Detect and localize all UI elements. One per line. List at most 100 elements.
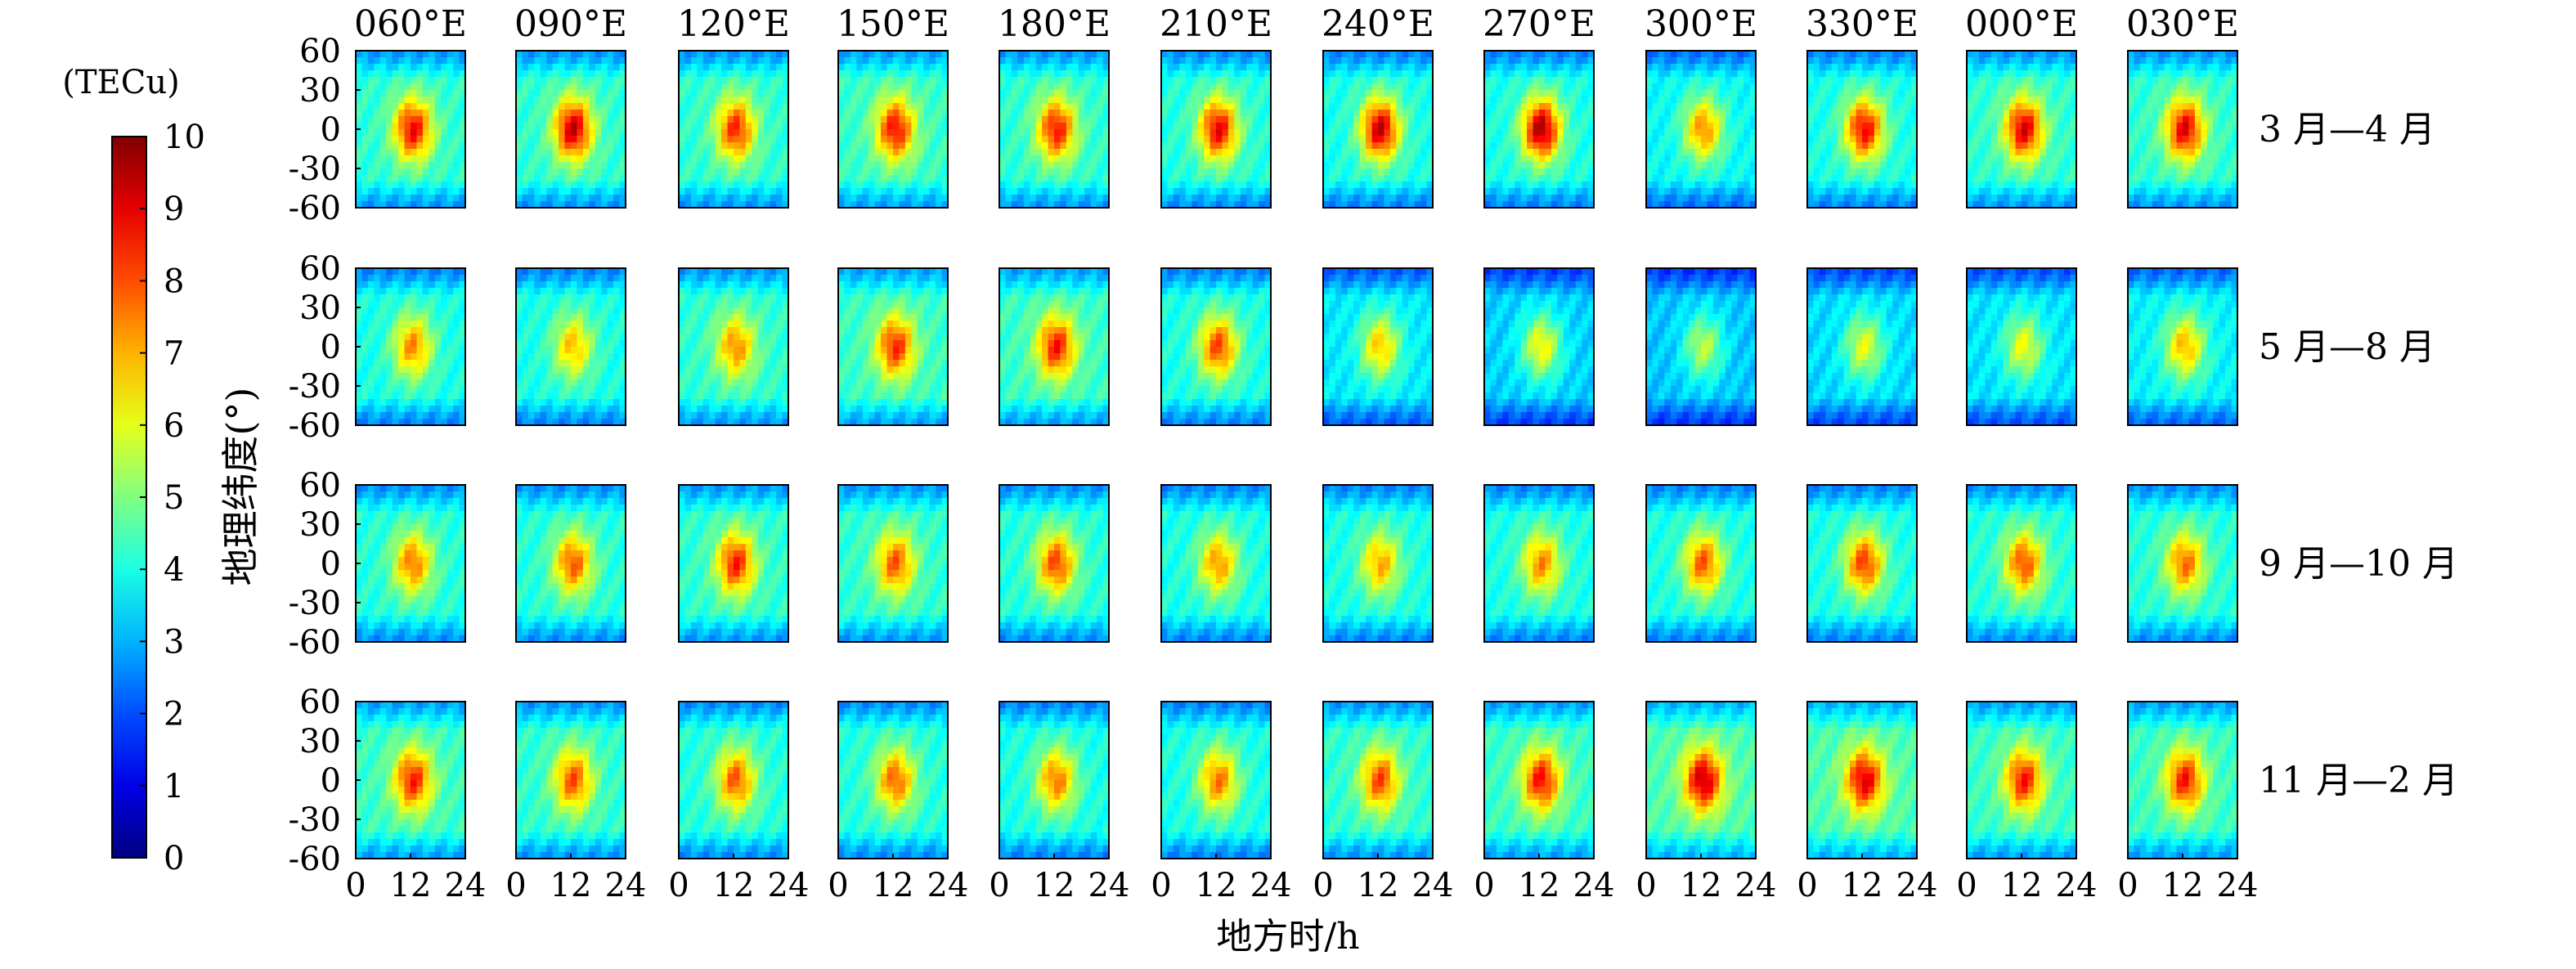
heatmap-cell: [1972, 77, 1980, 84]
heatmap-cell: [2134, 103, 2141, 110]
heatmap-cell: [619, 175, 626, 182]
heatmap-cell: [1997, 136, 2004, 143]
heatmap-cell: [941, 182, 949, 189]
heatmap-cell: [589, 136, 596, 143]
heatmap-cell: [1209, 175, 1217, 182]
heatmap-cell: [1670, 168, 1677, 176]
heatmap-cell: [899, 182, 906, 189]
heatmap-cell: [2152, 51, 2159, 58]
heatmap-cell: [838, 77, 846, 84]
heatmap-cell: [386, 136, 393, 143]
heatmap-cell: [601, 123, 608, 130]
heatmap-cell: [552, 136, 559, 143]
heatmap-cell: [856, 83, 864, 91]
heatmap-cell: [1515, 129, 1522, 137]
heatmap-cell: [1527, 195, 1534, 202]
heatmap-cell: [1725, 182, 1732, 189]
heatmap-cell: [2231, 64, 2238, 71]
heatmap-cell: [1496, 201, 1503, 209]
heatmap-panel: [837, 50, 949, 209]
heatmap-cell: [679, 110, 686, 117]
heatmap-cell: [1378, 155, 1385, 163]
heatmap-cell: [1508, 110, 1515, 117]
heatmap-cell: [1078, 64, 1085, 71]
heatmap-cell: [739, 70, 747, 78]
heatmap-cell: [1078, 116, 1085, 123]
heatmap-cell: [577, 64, 584, 71]
heatmap-cell: [1831, 195, 1838, 202]
heatmap-cell: [2003, 136, 2010, 143]
heatmap-cell: [1234, 96, 1241, 104]
heatmap-cell: [1838, 123, 1845, 130]
heatmap-cell: [1048, 83, 1055, 91]
heatmap-cell: [589, 51, 596, 58]
heatmap-cell: [1222, 201, 1229, 209]
heatmap-cell: [764, 51, 771, 58]
heatmap-cell: [1813, 70, 1820, 78]
heatmap-cell: [1192, 201, 1199, 209]
heatmap-cell: [764, 116, 771, 123]
heatmap-cell: [601, 142, 608, 150]
heatmap-cell: [516, 77, 523, 84]
heatmap-cell: [1384, 103, 1391, 110]
heatmap-cell: [721, 136, 729, 143]
heatmap-cell: [2052, 188, 2059, 195]
heatmap-cell: [1054, 129, 1061, 137]
heatmap-cell: [1030, 77, 1037, 84]
heatmap-cell: [1246, 96, 1254, 104]
heatmap-cell: [770, 110, 777, 117]
heatmap-cell: [1378, 162, 1385, 169]
heatmap-cell: [1850, 142, 1857, 150]
heatmap-cell: [1557, 129, 1564, 137]
heatmap-cell: [1246, 136, 1254, 143]
heatmap-cell: [607, 201, 614, 209]
heatmap-cell: [1850, 110, 1857, 117]
heatmap-cell: [1259, 57, 1266, 65]
heatmap-cell: [1496, 83, 1503, 91]
heatmap-cell: [1712, 129, 1720, 137]
heatmap-cell: [1563, 64, 1570, 71]
heatmap-cell: [1371, 116, 1379, 123]
heatmap-cell: [1090, 123, 1097, 130]
heatmap-cell: [540, 123, 547, 130]
heatmap-cell: [1097, 129, 1104, 137]
heatmap-cell: [522, 182, 529, 189]
heatmap-cell: [1843, 136, 1851, 143]
colorbar-tick-label: 8: [164, 262, 184, 300]
heatmap-cell: [1329, 155, 1336, 163]
heatmap-cell: [1216, 90, 1223, 97]
heatmap-cell: [2231, 90, 2238, 97]
heatmap-cell: [1097, 70, 1104, 78]
heatmap-cell: [709, 57, 716, 65]
heatmap-cell: [911, 103, 918, 110]
heatmap-cell: [911, 162, 918, 169]
heatmap-cell: [764, 201, 771, 209]
heatmap-cell: [1167, 162, 1174, 169]
heatmap-cell: [1042, 129, 1049, 137]
heatmap-cell: [1222, 142, 1229, 150]
heatmap-cell: [1886, 195, 1893, 202]
heatmap-cell: [2070, 116, 2077, 123]
heatmap-cell: [361, 70, 369, 78]
heatmap-cell: [1240, 155, 1247, 163]
heatmap-cell: [1378, 123, 1385, 130]
heatmap-cell: [1496, 57, 1503, 65]
heatmap-cell: [447, 51, 454, 58]
heatmap-cell: [361, 123, 369, 130]
heatmap-cell: [534, 175, 541, 182]
heatmap-cell: [1831, 77, 1838, 84]
heatmap-cell: [2070, 90, 2077, 97]
heatmap-cell: [398, 182, 406, 189]
heatmap-cell: [2027, 116, 2035, 123]
heatmap-cell: [1323, 136, 1331, 143]
heatmap-cell: [1389, 103, 1397, 110]
heatmap-cell: [1910, 142, 1918, 150]
heatmap-cell: [1048, 123, 1055, 130]
heatmap-cell: [1725, 70, 1732, 78]
heatmap-cell: [874, 136, 882, 143]
heatmap-cell: [2022, 188, 2029, 195]
heatmap-cell: [1910, 129, 1918, 137]
heatmap-cell: [398, 188, 406, 195]
heatmap-cell: [1731, 123, 1739, 130]
heatmap-cell: [1652, 51, 1659, 58]
